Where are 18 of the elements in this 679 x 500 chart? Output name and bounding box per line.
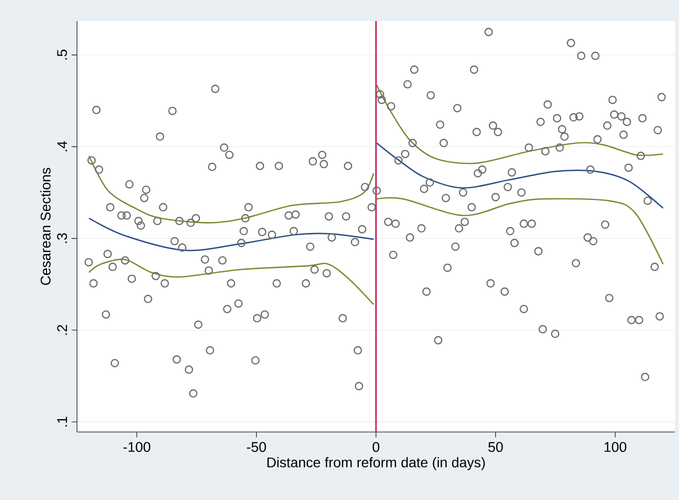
line-series	[376, 197, 664, 265]
x-tick-label: -50	[246, 442, 266, 452]
y-tick-label: .4	[57, 141, 67, 152]
x-tick-label: 0	[372, 442, 380, 452]
line-series	[88, 258, 374, 306]
x-tick-label: -100	[123, 442, 150, 452]
y-tick-label: .1	[57, 416, 67, 426]
x-axis-title: Distance from reform date (in days)	[267, 457, 485, 470]
x-tick-label: 100	[604, 442, 626, 452]
line-series	[376, 84, 664, 164]
y-tick-label: .5	[57, 50, 67, 60]
line-series	[88, 155, 374, 224]
line-series	[88, 218, 374, 252]
y-tick-label: .3	[57, 233, 67, 243]
y-axis-title: Cesarean Sections	[40, 168, 51, 285]
y-tick-label: .2	[57, 325, 67, 335]
x-tick-label: 50	[488, 442, 503, 452]
line-series	[376, 142, 664, 209]
